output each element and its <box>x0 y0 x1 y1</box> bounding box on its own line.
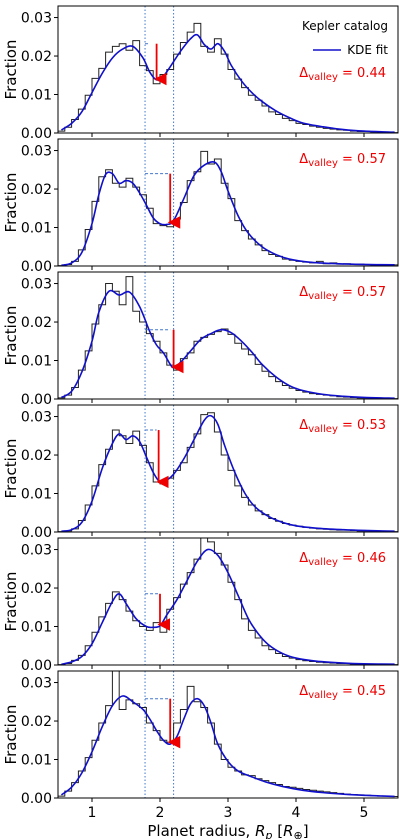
y-tick-label: 0.02 <box>21 315 52 331</box>
y-tick-label: 0.01 <box>21 88 52 104</box>
y-axis-label: Fraction <box>2 439 20 499</box>
delta-valley-label: Δvalley = 0.46 <box>299 551 386 568</box>
kde-curve <box>60 289 395 399</box>
delta-valley-label: Δvalley = 0.57 <box>299 285 386 302</box>
y-tick-label: 0.01 <box>21 753 52 769</box>
y-tick-label: 0.00 <box>21 658 52 674</box>
histogram <box>58 150 398 266</box>
kde-curve <box>61 548 395 665</box>
y-tick-label: 0.00 <box>21 259 52 275</box>
x-tick-label: 5 <box>360 805 369 821</box>
kde-curve <box>60 33 395 133</box>
y-tick-label: 0.01 <box>21 620 52 636</box>
y-tick-label: 0.01 <box>21 354 52 370</box>
kde-curve <box>61 160 395 266</box>
y-tick-label: 0.02 <box>21 49 52 65</box>
y-tick-label: 0.03 <box>21 277 52 293</box>
delta-valley-label: Δvalley = 0.45 <box>299 684 386 701</box>
kde-curve <box>60 695 395 798</box>
y-tick-label: 0.00 <box>21 392 52 408</box>
y-tick-label: 0.01 <box>21 221 52 237</box>
y-tick-label: 0.02 <box>21 182 52 198</box>
y-tick-label: 0.00 <box>21 126 52 142</box>
y-tick-label: 0.03 <box>21 543 52 559</box>
y-tick-label: 0.02 <box>21 581 52 597</box>
x-axis: 1 2 3 4 5 <box>88 805 369 821</box>
delta-valley-label: Δvalley = 0.57 <box>299 152 386 169</box>
y-axis-label: Fraction <box>2 306 20 366</box>
x-tick-label: 3 <box>224 805 233 821</box>
kde-curve <box>61 414 395 532</box>
x-tick-label: 4 <box>292 805 301 821</box>
y-tick-label: 0.00 <box>21 791 52 807</box>
y-tick-label: 0.03 <box>21 11 52 27</box>
legend-title: Kepler catalog <box>302 19 388 33</box>
x-axis-label: Planet radius, Rp [R⊕] <box>147 822 308 839</box>
legend-kde-label: KDE fit <box>347 43 388 57</box>
legend: Kepler catalog KDE fit <box>302 19 388 57</box>
y-axis-label: Fraction <box>2 705 20 765</box>
y-tick-label: 0.00 <box>21 525 52 541</box>
x-tick-label: 1 <box>88 805 97 821</box>
x-tick-label: 2 <box>156 805 165 821</box>
y-tick-label: 0.01 <box>21 487 52 503</box>
y-tick-label: 0.02 <box>21 448 52 464</box>
delta-valley-label: Δvalley = 0.53 <box>299 418 386 435</box>
y-tick-label: 0.03 <box>21 676 52 692</box>
y-tick-label: 0.02 <box>21 714 52 730</box>
y-axis-label: Fraction <box>2 173 20 233</box>
y-axis-label: Fraction <box>2 40 20 100</box>
y-axis-label: Fraction <box>2 572 20 632</box>
y-tick-label: 0.03 <box>21 410 52 426</box>
y-tick-label: 0.03 <box>21 144 52 160</box>
delta-valley-label: Δvalley = 0.44 <box>299 66 386 83</box>
